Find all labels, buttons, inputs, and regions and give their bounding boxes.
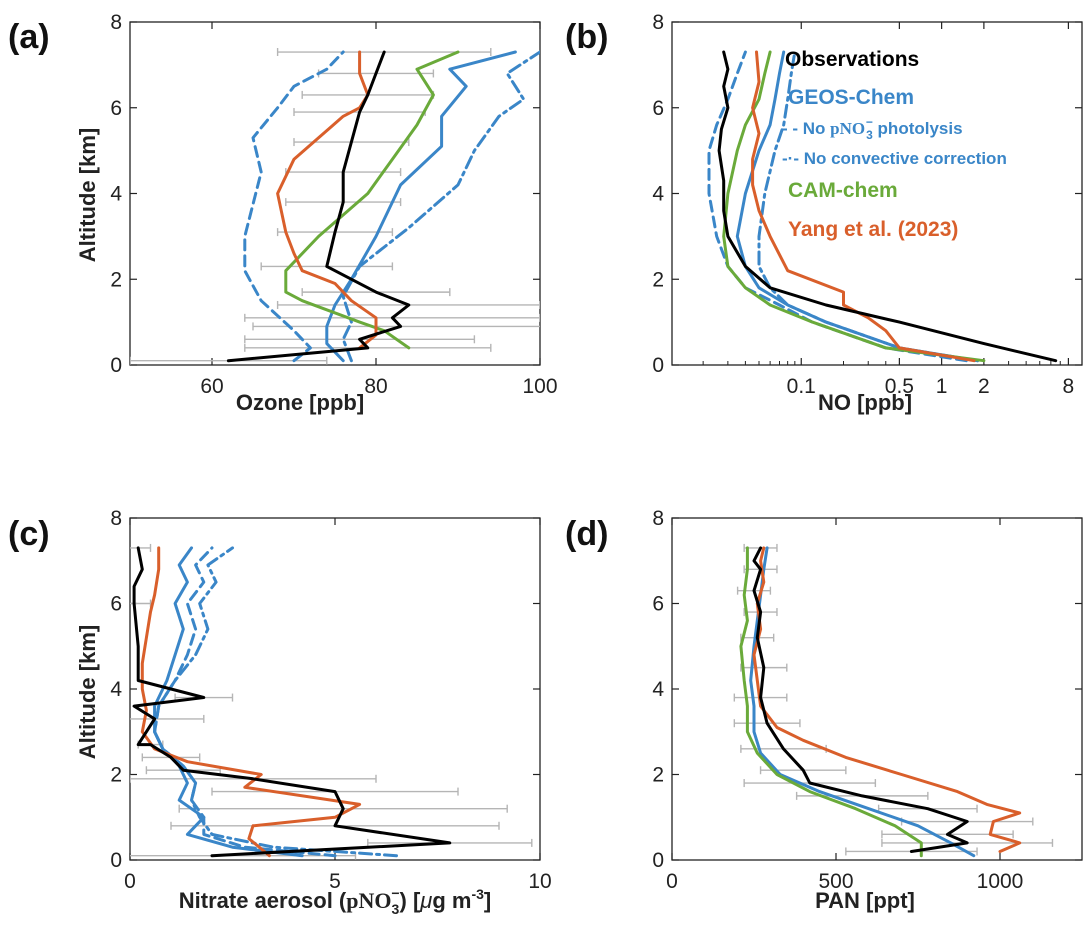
panel-d-ytick-label: 6: [652, 593, 664, 616]
panel-a-xlabel: Ozone [ppb]: [236, 390, 364, 415]
panel-c-plot-area: [130, 543, 533, 860]
panel-c-xtick-label: 5: [329, 870, 341, 893]
panel-a-series-cam_chem: [284, 50, 460, 350]
legend-observations: Observations: [785, 48, 919, 71]
panel-a-xtick-label: 60: [200, 375, 223, 398]
panel-c-axes: 0 2 4 6 8 0 5 10: [110, 507, 551, 893]
panel-d-frame: [671, 517, 1083, 861]
panel-c-ytick-label: 4: [110, 678, 122, 701]
legend-no-photolysis-sup: −: [866, 115, 873, 129]
panel-c-ytick-label: 0: [110, 849, 122, 872]
panel-b-series-no_convective: [757, 50, 979, 363]
panel-c-xlabel-species: pNO: [346, 888, 391, 913]
panel-d-series-cam_chem: [739, 546, 923, 858]
panel-a-xtick-label: 80: [364, 375, 387, 398]
panel-b-series-observations: [717, 50, 1058, 363]
panel-d: (d) PAN [ppt] 0 2 4 6 8 0 500 1000: [565, 507, 1083, 913]
panel-d-xlabel: PAN [ppt]: [815, 888, 915, 913]
panel-a-xtick-label: 100: [522, 375, 557, 398]
panel-b-axes: 0 2 4 6 8 0.1 0.5 1 2 8: [652, 11, 1083, 398]
panel-d-series-observations: [752, 546, 969, 853]
panel-b-xtick-label: 8: [1063, 375, 1075, 398]
panel-a-ytick-label: 8: [110, 11, 122, 34]
panel-c-ytick-label: 2: [110, 764, 122, 787]
panel-c-ytick-label: 8: [110, 507, 122, 530]
panel-b-xtick-label: 0.1: [787, 375, 816, 398]
panel-b-ytick-label: 0: [652, 354, 664, 377]
panel-b-series-cam_chem: [722, 50, 986, 363]
panel-c-series-no_convective: [153, 546, 398, 858]
panel-a-ytick-label: 4: [110, 183, 122, 206]
panel-b-label: (b): [565, 18, 608, 56]
panel-c-ytick-label: 6: [110, 593, 122, 616]
panel-d-series-yang: [752, 546, 1022, 853]
panel-d-label: (d): [565, 515, 608, 553]
panel-a-series-no_convective: [341, 50, 540, 363]
panel-a-series-geos_chem: [325, 50, 517, 363]
legend-no-convective: -·- No convective correction: [782, 149, 1007, 168]
panel-d-ytick-label: 2: [652, 764, 664, 787]
panel-c-xlabel-exp: -3: [471, 886, 484, 902]
panel-b-xlabel: NO [ppb]: [818, 390, 912, 415]
panel-c-label: (c): [8, 515, 50, 553]
panel-d-plot-area: [733, 543, 1054, 858]
panel-c-series-observations: [132, 546, 452, 858]
panel-a-label: (a): [8, 18, 50, 56]
panel-b-xtick-label: 1: [936, 375, 948, 398]
panel-c: (c) Nitrate aerosol (pNO3−) [μg m-3] Alt…: [8, 507, 552, 917]
panel-c-xlabel-sup: −: [391, 885, 399, 901]
panel-c-xlabel-unit: g m: [432, 888, 471, 913]
panel-b-ytick-label: 6: [652, 97, 664, 120]
panel-a: (a) Ozone [ppb] Altitude [km] 0 2 4 6 8 60 80 1…: [8, 11, 558, 415]
legend-no-photolysis-prefix: - - No: [782, 119, 830, 138]
panel-b-ytick-label: 4: [652, 183, 664, 206]
panel-b-series-yang: [751, 50, 976, 363]
panel-c-xlabel-mu: μ: [419, 888, 432, 913]
legend-cam-chem: CAM-chem: [788, 179, 898, 202]
panel-c-xlabel-prefix: Nitrate aerosol (: [179, 888, 347, 913]
panel-b-xtick-label: 0.5: [885, 375, 914, 398]
panel-a-ytick-label: 2: [110, 268, 122, 291]
legend-geos-chem: GEOS-Chem: [788, 86, 914, 109]
panel-d-ytick-label: 8: [652, 507, 664, 530]
legend-yang: Yang et al. (2023): [788, 218, 958, 241]
panel-c-xtick-label: 10: [528, 870, 551, 893]
panel-b-ytick-label: 8: [652, 11, 664, 34]
legend-no-photolysis-sub: 3: [866, 128, 873, 142]
legend-no-photolysis: - - No pNO3− photolysis: [782, 115, 963, 142]
panel-c-xlabel-mid: ) [: [400, 888, 421, 913]
panel-b-plot-area: [707, 50, 1058, 363]
panel-c-ylabel: Altitude [km]: [75, 625, 100, 759]
panel-c-xlabel: Nitrate aerosol (pNO3−) [μg m-3]: [179, 885, 491, 917]
panel-d-axes: 0 2 4 6 8 0 500 1000: [652, 507, 1083, 893]
legend: Observations GEOS-Chem - - No pNO3− phot…: [782, 48, 1007, 241]
panel-b-xtick-label: 2: [978, 375, 990, 398]
panel-b: (b) NO [ppb] 0 2 4 6 8 0.1 0.5 1 2 8 Observations…: [565, 11, 1083, 415]
panel-d-series-geos_chem: [749, 546, 976, 858]
panel-d-ytick-label: 4: [652, 678, 664, 701]
panel-a-plot-area: [130, 48, 540, 365]
legend-no-photolysis-suffix: photolysis: [873, 119, 963, 138]
panel-d-ytick-label: 0: [652, 849, 664, 872]
legend-no-photolysis-species: pNO: [830, 119, 865, 138]
panel-c-xlabel-sub: 3: [392, 901, 400, 917]
panel-c-xlabel-end: ]: [484, 888, 491, 913]
panel-a-series-observations: [226, 50, 411, 363]
panel-a-ylabel: Altitude [km]: [75, 128, 100, 262]
panel-d-xtick-label: 0: [666, 870, 678, 893]
panel-a-series-no_photolysis: [243, 50, 345, 363]
panel-b-ytick-label: 2: [652, 268, 664, 291]
panel-c-xtick-label: 0: [124, 870, 136, 893]
panel-a-axes: 0 2 4 6 8 60 80 100: [110, 11, 557, 398]
panel-a-ytick-label: 6: [110, 97, 122, 120]
panel-d-xtick-label: 500: [818, 870, 853, 893]
panel-a-ytick-label: 0: [110, 354, 122, 377]
panel-d-xtick-label: 1000: [977, 870, 1024, 893]
panel-c-series-yang: [140, 546, 362, 858]
